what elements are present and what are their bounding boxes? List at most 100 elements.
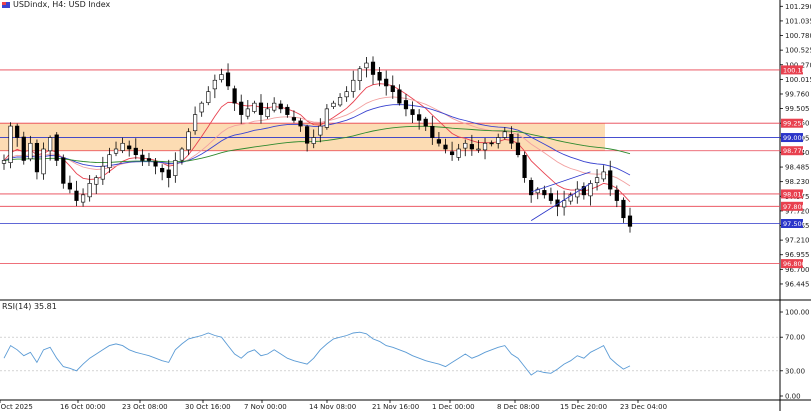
y-tick-label: 100.015 [785, 76, 811, 84]
candle-body [397, 89, 402, 104]
candle-body [403, 100, 409, 110]
candle-body [160, 168, 165, 173]
candle-body [436, 139, 442, 144]
candle-body [430, 125, 435, 138]
x-tick-label: 9 Oct 2025 [0, 403, 33, 411]
candle-body [318, 125, 323, 136]
candle-body [627, 215, 633, 227]
candle-body [87, 183, 92, 198]
supply-zone [0, 123, 605, 151]
candle-body [621, 199, 626, 219]
candle-body [166, 169, 171, 178]
candle-body [34, 142, 40, 173]
x-tick-label: 16 Oct 00:00 [60, 403, 106, 411]
x-tick-label: 7 Nov 00:00 [244, 403, 287, 411]
rsi-axis: 100.00 70.00 30.00 0.00 [780, 309, 810, 401]
candle-body [133, 147, 138, 156]
level-tag-label: 99.000 [783, 134, 806, 142]
candle-body [74, 190, 79, 201]
level-tag-bg [781, 189, 803, 199]
candle-body [548, 193, 554, 201]
ema-8-line [3, 83, 631, 203]
candle-body [61, 157, 66, 184]
x-tick-label: 14 Nov 08:00 [309, 403, 356, 411]
level-tag-bg [781, 65, 803, 75]
candle-body [509, 134, 514, 144]
candle-body [449, 151, 455, 156]
candle-body [568, 194, 573, 202]
candle-body [305, 126, 310, 144]
level-price-labels: 100.18099.25099.00098.77098.01697.80097.… [781, 65, 810, 269]
y-tick-label: 101.290 [785, 3, 811, 11]
x-tick-label: 23 Dec 04:00 [620, 403, 667, 411]
candle-body [225, 72, 231, 87]
candle-body [94, 177, 99, 185]
candle-body [529, 180, 534, 196]
level-tag-label: 100.180 [783, 66, 810, 74]
horizontal-levels [0, 69, 780, 265]
candle-body [146, 158, 152, 161]
candle-body [278, 103, 283, 110]
candle-body [522, 154, 527, 178]
candle-body [21, 136, 26, 161]
candle-body [54, 134, 59, 161]
rsi-tick-label: 0.00 [785, 393, 801, 401]
level-tag-bg [781, 259, 803, 269]
candle-body [357, 68, 362, 81]
rsi-label: RSI(14) 35.81 [2, 302, 57, 311]
y-tick-label: 96.445 [785, 280, 810, 288]
y-tick-label: 100.270 [785, 61, 811, 69]
y-tick-label: 101.035 [785, 17, 811, 25]
candle-body [581, 186, 586, 196]
candle-body [608, 170, 613, 190]
candle-body [153, 161, 158, 167]
candle-body [476, 148, 481, 151]
candle-body [232, 88, 237, 104]
candle-body [252, 102, 257, 112]
x-tick-label: 15 Dec 20:00 [560, 403, 607, 411]
wedge-lower-line [530, 183, 591, 221]
candle-body [179, 148, 185, 161]
candle-body [489, 142, 494, 145]
ema-20-line [3, 96, 631, 187]
candle-body [364, 62, 369, 69]
y-tick-label: 99.760 [785, 90, 810, 98]
level-tag-bg [781, 201, 803, 211]
candle-body [331, 102, 336, 108]
y-tick-label: 96.955 [785, 251, 810, 259]
candle-body [285, 106, 290, 115]
level-tag-label: 98.770 [783, 147, 806, 155]
symbol-flag-icon-red [2, 2, 6, 5]
candle-body [219, 74, 224, 81]
candle-body [370, 61, 376, 75]
candle-body [245, 108, 250, 117]
time-axis: 9 Oct 2025 16 Oct 00:00 23 Oct 08:00 30 Oct… [0, 400, 667, 411]
candle-body [298, 120, 303, 127]
y-tick-label: 100.780 [785, 32, 811, 40]
candle-body [265, 108, 270, 117]
candle-body [469, 144, 474, 150]
level-tag-bg [781, 118, 803, 128]
candle-body [192, 114, 198, 132]
x-tick-label: 1 Dec 00:00 [432, 403, 475, 411]
candle-body [390, 85, 395, 92]
candle-body [496, 137, 501, 144]
candle-body [562, 200, 567, 208]
candle-body [186, 131, 191, 151]
candle-body [324, 108, 329, 128]
candle-body [80, 194, 86, 203]
candle-body [482, 142, 488, 151]
candle-body [48, 137, 53, 152]
level-tag-label: 96.800 [783, 260, 806, 268]
candle-body [1, 160, 7, 164]
candle-body [344, 91, 349, 98]
candle-body [67, 182, 72, 190]
y-tick-label: 100.525 [785, 47, 811, 55]
wedge-upper-line [531, 171, 591, 193]
level-tag-label: 99.250 [783, 120, 806, 128]
candle-body [212, 79, 217, 90]
y-tick-label: 98.230 [785, 178, 810, 186]
candle-body [337, 97, 343, 106]
x-tick-label: 30 Oct 16:00 [185, 403, 231, 411]
